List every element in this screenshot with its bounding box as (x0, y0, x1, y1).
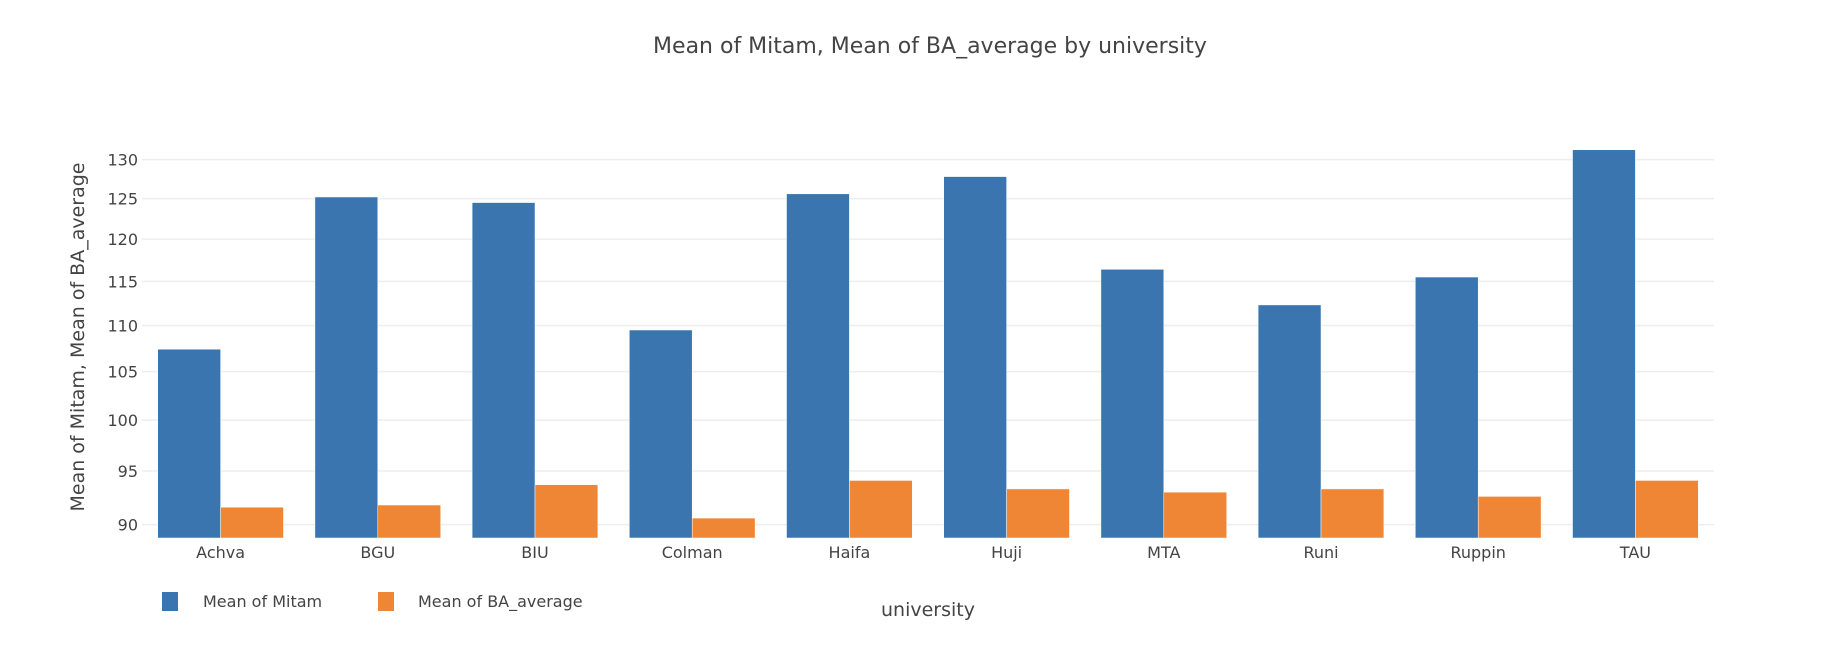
bar-ruppin-mitam[interactable] (1415, 276, 1479, 539)
y-tick-label: 95 (118, 462, 138, 481)
bar-ruppin-ba-average[interactable] (1477, 496, 1542, 539)
gridlines (142, 158, 1714, 526)
bar-biu-mitam[interactable] (471, 202, 536, 539)
bar-mta-ba-average[interactable] (1163, 491, 1227, 539)
y-axis-title: Mean of Mitam, Mean of BA_average (67, 163, 89, 512)
legend-item-mitam[interactable]: Mean of Mitam (162, 592, 322, 611)
bar-achva-ba-average[interactable] (220, 506, 284, 539)
x-tick-label: Huji (991, 543, 1022, 562)
x-tick-label: Colman (662, 543, 723, 562)
y-tick-label: 130 (107, 151, 138, 170)
y-tick-label: 120 (107, 230, 138, 249)
legend-item-ba-average[interactable]: Mean of BA_average (378, 592, 583, 612)
bar-bgu-ba-average[interactable] (377, 504, 441, 539)
y-tick-label: 90 (118, 516, 138, 535)
x-tick-label: Ruppin (1450, 543, 1505, 562)
x-tick-label: BIU (521, 543, 548, 562)
x-tick-label: Haifa (829, 543, 871, 562)
legend-swatch-ba-average (378, 592, 394, 611)
y-tick-label: 125 (107, 190, 138, 209)
bar-colman-mitam[interactable] (629, 329, 693, 539)
x-axis-ticks: Achva BGU BIU Colman Haifa Huji MTA Runi Ruppin T… (196, 543, 1651, 562)
legend: Mean of Mitam Mean of BA_average (162, 592, 583, 612)
bar-biu-ba-average[interactable] (534, 484, 599, 539)
y-tick-label: 105 (107, 363, 138, 382)
bar-huji-mitam[interactable] (943, 176, 1007, 539)
bar-colman-ba-average[interactable] (691, 517, 756, 539)
x-tick-label: Runi (1303, 543, 1338, 562)
y-tick-label: 110 (107, 316, 138, 335)
x-tick-label: BGU (360, 543, 395, 562)
bars (157, 149, 1699, 539)
x-tick-label: MTA (1147, 543, 1180, 562)
y-axis-ticks: 90 95 100 105 110 115 120 125 130 (107, 151, 138, 535)
bar-runi-mitam[interactable] (1257, 304, 1322, 539)
bar-haifa-mitam[interactable] (786, 193, 850, 539)
y-tick-label: 115 (107, 272, 138, 291)
bar-achva-mitam[interactable] (157, 348, 221, 539)
bar-bgu-mitam[interactable] (314, 196, 379, 539)
legend-label-mitam: Mean of Mitam (203, 592, 322, 611)
x-tick-label: TAU (1619, 543, 1651, 562)
x-axis-title: university (881, 599, 975, 621)
y-tick-label: 100 (107, 411, 138, 430)
chart-title: Mean of Mitam, Mean of BA_average by uni… (653, 34, 1207, 59)
bar-huji-ba-average[interactable] (1006, 488, 1070, 539)
legend-swatch-mitam (162, 592, 178, 611)
bar-mta-mitam[interactable] (1100, 269, 1165, 539)
x-tick-label: Achva (196, 543, 245, 562)
bar-runi-ba-average[interactable] (1320, 488, 1385, 539)
bar-tau-ba-average[interactable] (1635, 480, 1699, 539)
bar-haifa-ba-average[interactable] (849, 480, 913, 539)
bar-tau-mitam[interactable] (1572, 149, 1636, 539)
legend-label-ba-average: Mean of BA_average (418, 592, 583, 612)
